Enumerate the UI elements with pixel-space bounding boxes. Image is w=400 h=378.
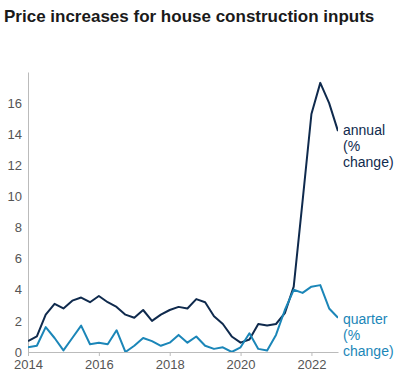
- x-tick-label: 2016: [85, 357, 114, 372]
- y-tick-label: 4: [15, 282, 22, 297]
- chart: Price increases for house construction i…: [0, 0, 400, 378]
- x-tick: 2016: [85, 352, 114, 372]
- x-tick-label: 2022: [297, 357, 326, 372]
- y-tick-label: 14: [8, 127, 22, 142]
- y-tick: 6: [15, 251, 28, 266]
- x-axis: 2014 2016 2018 2020 2022: [14, 352, 338, 372]
- y-tick: 12: [8, 158, 28, 173]
- y-tick: 14: [8, 127, 28, 142]
- y-tick-label: 2: [15, 314, 22, 329]
- x-tick: 2020: [227, 352, 256, 372]
- x-tick: 2018: [156, 352, 185, 372]
- series-line: [28, 285, 338, 352]
- y-tick: 16: [8, 96, 28, 111]
- y-tick-label: 16: [8, 96, 22, 111]
- x-tick-mark: [311, 352, 312, 356]
- y-tick-label: 12: [8, 158, 22, 173]
- x-tick-label: 2014: [14, 357, 43, 372]
- y-axis: 0246810121416: [8, 73, 29, 360]
- x-tick-mark: [241, 352, 242, 356]
- x-tick: 2014: [14, 352, 43, 372]
- x-tick-mark: [28, 352, 29, 356]
- x-tick-mark: [99, 352, 100, 356]
- y-axis-line: [28, 73, 29, 353]
- series-line: [28, 83, 338, 343]
- plot: 024681012141620142016201820202022: [8, 73, 339, 373]
- x-tick-label: 2018: [156, 357, 185, 372]
- x-tick-mark: [170, 352, 171, 356]
- lines: [28, 83, 338, 352]
- y-tick-label: 6: [15, 251, 22, 266]
- x-tick-label: 2020: [227, 357, 256, 372]
- series-label: annual(%change): [343, 122, 394, 170]
- title: Price increases for house construction i…: [4, 7, 374, 26]
- x-tick: 2022: [297, 352, 326, 372]
- y-tick: 10: [8, 189, 28, 204]
- x-axis-line: [29, 352, 339, 353]
- y-tick: 8: [15, 220, 28, 235]
- series-label: quarter(%change): [343, 311, 394, 359]
- y-tick-label: 8: [15, 220, 22, 235]
- y-tick: 2: [15, 314, 28, 329]
- y-tick: 4: [15, 282, 28, 297]
- y-tick-label: 10: [8, 189, 22, 204]
